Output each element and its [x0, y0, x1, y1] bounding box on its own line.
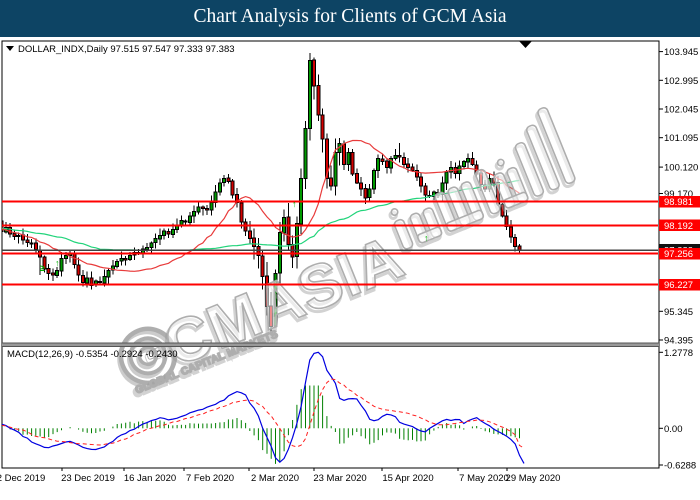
svg-text:102.995: 102.995: [664, 76, 698, 87]
svg-text:102.045: 102.045: [664, 105, 698, 116]
svg-text:0.00: 0.00: [664, 424, 683, 435]
svg-text:↑: ↑: [55, 258, 60, 268]
svg-text:96.227: 96.227: [664, 280, 693, 291]
svg-text:99.170: 99.170: [664, 189, 693, 200]
svg-text:29 May 2020: 29 May 2020: [506, 473, 561, 484]
svg-text:94.395: 94.395: [664, 336, 693, 347]
svg-text:↑: ↑: [424, 233, 429, 243]
svg-text:-0.6288: -0.6288: [664, 461, 696, 472]
svg-text:2 Dec 2019: 2 Dec 2019: [0, 473, 45, 484]
svg-text:15 Apr 2020: 15 Apr 2020: [382, 473, 433, 484]
svg-text:23 Mar 2020: 23 Mar 2020: [313, 473, 366, 484]
svg-text:DOLLAR_INDX,Daily 97.515 97.5: DOLLAR_INDX,Daily 97.515 97.547 97.333 9…: [18, 44, 235, 55]
svg-text:1.2778: 1.2778: [664, 348, 693, 359]
svg-text:MACD(12,26,9) -0.5354 -0.2924: MACD(12,26,9) -0.5354 -0.2924 -0.2430: [7, 349, 178, 360]
svg-text:101.095: 101.095: [664, 133, 698, 144]
svg-text:97.256: 97.256: [664, 249, 693, 260]
svg-text:100.120: 100.120: [664, 163, 698, 174]
svg-text:2 Mar 2020: 2 Mar 2020: [251, 473, 299, 484]
svg-text:↑: ↑: [292, 199, 297, 209]
svg-text:16 Jan 2020: 16 Jan 2020: [124, 473, 176, 484]
svg-text:7 May 2020: 7 May 2020: [459, 473, 509, 484]
svg-text:95.345: 95.345: [664, 307, 693, 318]
svg-text:23 Dec 2019: 23 Dec 2019: [61, 473, 115, 484]
svg-text:98.981: 98.981: [664, 197, 693, 208]
svg-text:≥: ≥: [40, 263, 45, 273]
svg-text:98.192: 98.192: [664, 221, 693, 232]
svg-text:103.945: 103.945: [664, 47, 698, 58]
svg-text:7 Feb 2020: 7 Feb 2020: [186, 473, 234, 484]
